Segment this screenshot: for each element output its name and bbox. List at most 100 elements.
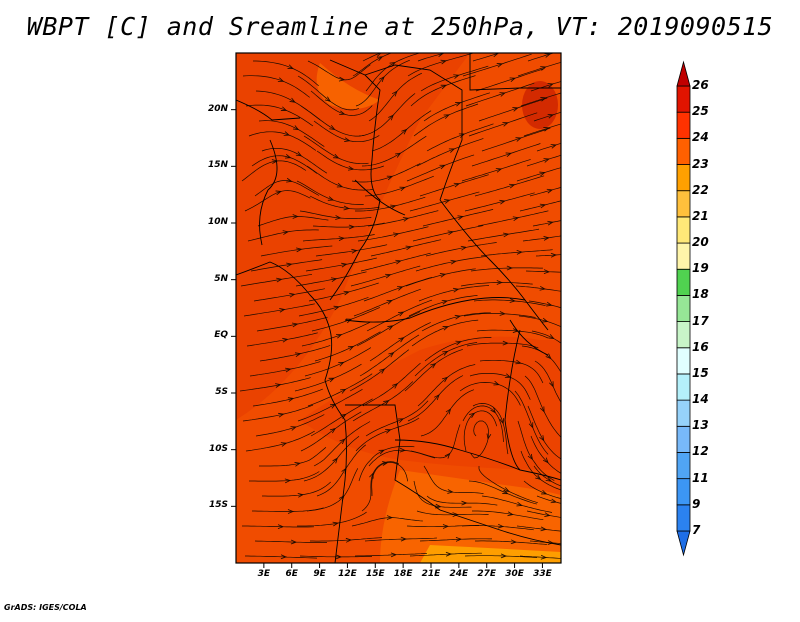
lon-tick-label: 27E: [477, 569, 497, 579]
streamline-arrow: [398, 337, 405, 343]
streamline-arrow: [528, 422, 534, 429]
streamline: [361, 461, 400, 512]
streamline: [471, 143, 541, 167]
streamline-arrow: [455, 537, 463, 542]
streamline-arrow: [445, 408, 452, 415]
streamline-arrow: [540, 554, 548, 560]
colorbar-box: [676, 268, 691, 296]
streamline-arrow: [547, 540, 554, 545]
streamline: [302, 234, 375, 242]
streamline: [478, 466, 538, 504]
streamline: [361, 135, 427, 167]
streamline: [424, 337, 492, 362]
streamline-arrow: [397, 311, 405, 317]
streamline-arrow: [294, 352, 302, 358]
streamline: [301, 322, 370, 347]
streamline: [352, 53, 393, 77]
streamline: [480, 249, 553, 257]
streamline-arrow: [390, 204, 397, 210]
border-line: [509, 319, 549, 356]
streamline: [528, 300, 561, 309]
colorbar-box: [676, 216, 691, 244]
lon-tick-label: 3E: [257, 569, 271, 579]
streamline: [459, 382, 521, 406]
streamline: [248, 131, 317, 151]
streamline: [249, 471, 320, 482]
streamline-arrow: [405, 245, 412, 251]
streamline-arrow: [336, 182, 344, 188]
streamline: [469, 372, 531, 400]
streamline-arrow: [455, 340, 462, 346]
lon-tick-label: 9E: [313, 569, 326, 579]
streamline-arrow: [509, 183, 516, 189]
streamline-arrow: [443, 114, 451, 119]
streamline: [239, 377, 311, 392]
streamline-arrow: [495, 168, 503, 173]
streamline: [419, 538, 492, 542]
streamline-arrow: [540, 97, 547, 102]
streamline: [411, 319, 479, 347]
streamline: [314, 331, 381, 362]
colorbar-max-arrow: [676, 60, 691, 87]
streamline: [299, 210, 372, 219]
streamline: [463, 313, 536, 318]
streamline: [417, 53, 447, 62]
streamline-arrow: [329, 427, 337, 434]
streamline-arrow: [434, 394, 440, 401]
lon-tick-label: 6E: [285, 569, 298, 579]
streamline: [415, 256, 487, 272]
field-patch-24-25-b: [300, 336, 561, 470]
lon-tick-label: 12E: [338, 569, 357, 579]
streamline-arrow: [332, 521, 339, 527]
streamline-arrow: [461, 500, 468, 506]
streamline: [370, 239, 442, 257]
streamline-arrow: [547, 220, 554, 226]
streamline: [423, 465, 484, 494]
streamline: [355, 417, 420, 452]
streamline: [407, 375, 464, 422]
streamline-arrow: [324, 96, 332, 102]
streamline-arrow: [430, 362, 437, 369]
streamline: [413, 103, 479, 137]
streamline-arrow: [452, 512, 459, 518]
streamline-arrow: [392, 383, 399, 389]
streamline-arrow: [330, 277, 338, 282]
streamline-arrow: [286, 177, 293, 183]
streamline-arrow: [546, 188, 554, 194]
streamline-arrow: [287, 397, 295, 402]
streamline: [461, 525, 534, 531]
streamline-arrow: [391, 90, 398, 97]
streamline-arrow: [502, 489, 509, 495]
streamline: [260, 245, 333, 257]
streamline-arrow: [440, 84, 448, 90]
streamline: [472, 403, 509, 455]
border-line: [345, 404, 441, 511]
streamline: [364, 175, 434, 197]
streamline: [303, 436, 360, 482]
streamline-arrow: [469, 412, 476, 418]
streamline-arrow: [385, 273, 392, 279]
streamline-arrow: [539, 406, 545, 413]
streamline-arrow: [388, 351, 395, 358]
colorbar-level-label: 9: [692, 496, 701, 511]
streamline: [358, 445, 415, 482]
streamline-arrow: [383, 400, 390, 406]
streamline: [413, 480, 472, 508]
streamline: [416, 138, 484, 167]
streamline: [357, 226, 429, 242]
streamline: [307, 373, 373, 407]
streamline: [351, 163, 421, 183]
lon-tick-label: 21E: [421, 569, 441, 579]
colorbar-level-label: 15: [692, 365, 709, 380]
streamline-arrow: [332, 457, 338, 464]
streamline: [481, 127, 551, 152]
streamline-arrow: [450, 259, 457, 265]
colorbar-level-label: 24: [692, 130, 709, 145]
streamline: [465, 82, 535, 107]
streamline: [464, 192, 535, 212]
streamline-arrow: [547, 83, 554, 88]
streamline: [315, 244, 388, 257]
streamline-arrow: [539, 203, 547, 209]
streamline: [531, 330, 561, 344]
streamline: [309, 195, 380, 210]
